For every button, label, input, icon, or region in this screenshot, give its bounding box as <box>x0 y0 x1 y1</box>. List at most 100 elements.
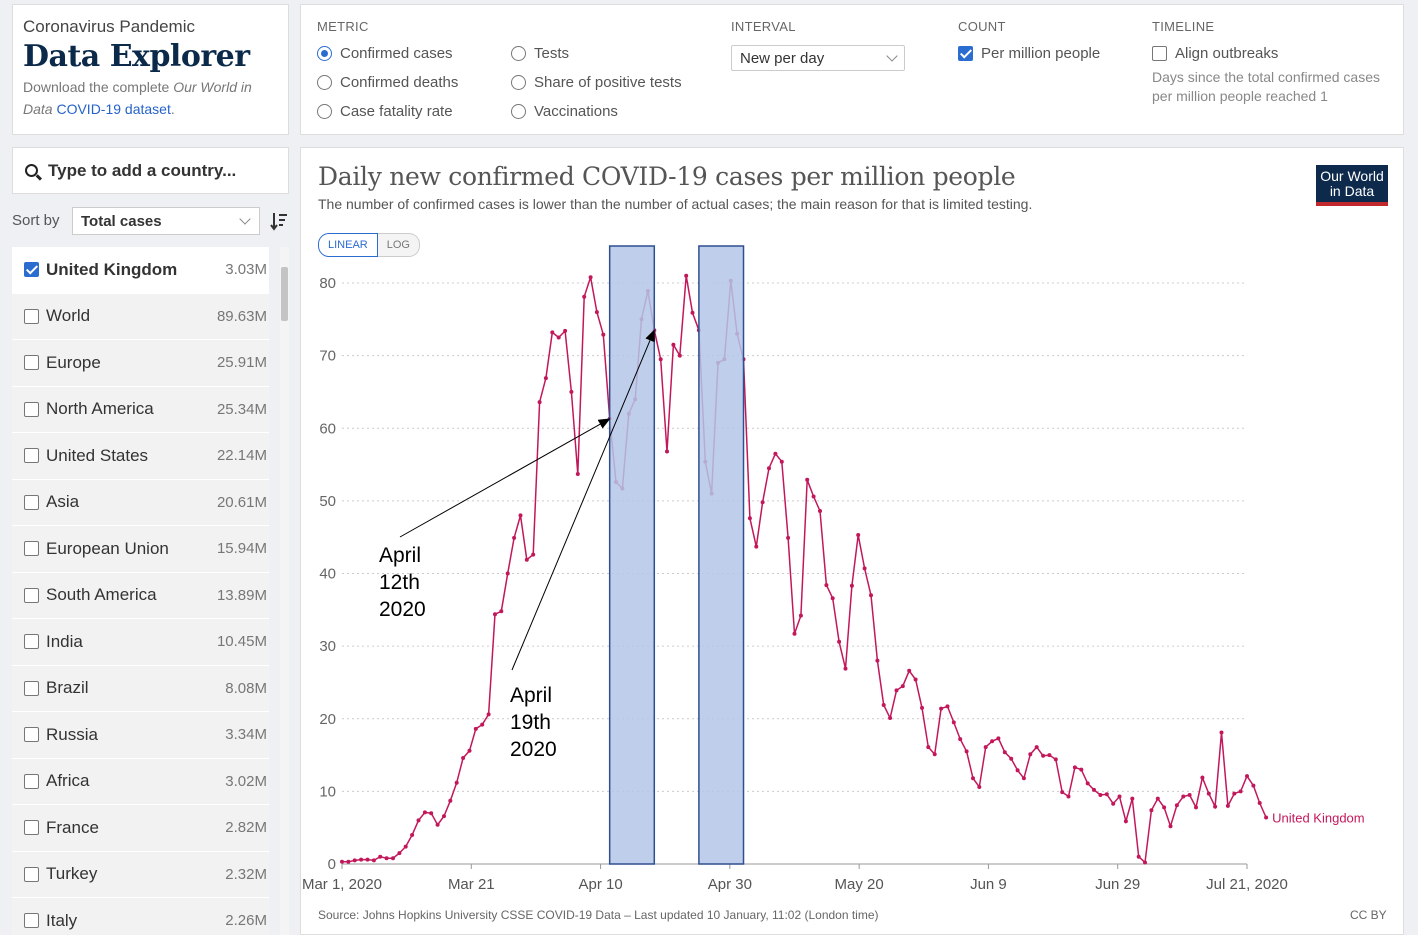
country-total: 89.63M <box>216 307 267 325</box>
country-row[interactable]: Africa 3.02M <box>12 758 269 805</box>
data-point <box>1238 789 1243 794</box>
title-card: Coronavirus Pandemic Data Explorer Downl… <box>12 4 289 135</box>
checkbox-icon[interactable] <box>24 355 39 371</box>
country-row[interactable]: World 89.63M <box>12 293 269 340</box>
data-point <box>1041 753 1046 758</box>
data-point <box>1245 774 1249 779</box>
metric-tests[interactable]: Tests <box>511 45 569 62</box>
checkbox-icon[interactable] <box>24 913 39 929</box>
desc-post: . <box>170 101 175 117</box>
data-point <box>945 704 950 709</box>
data-point <box>1225 803 1230 808</box>
country-total: 15.94M <box>216 540 267 558</box>
data-point <box>996 736 1001 741</box>
checkbox-icon[interactable] <box>24 448 39 464</box>
data-point <box>837 639 842 644</box>
country-row[interactable]: United Kingdom 3.03M <box>12 247 269 294</box>
metric-confirmed-deaths[interactable]: Confirmed deaths <box>317 74 458 91</box>
country-row[interactable]: France 2.82M <box>12 805 269 852</box>
chart-license[interactable]: CC BY <box>1350 908 1387 922</box>
x-tick-label: Jun 29 <box>1095 876 1140 893</box>
data-point <box>1200 775 1205 780</box>
country-row[interactable]: South America 13.89M <box>12 572 269 619</box>
data-point <box>665 449 669 454</box>
metric-confirmed-cases[interactable]: Confirmed cases <box>317 45 453 62</box>
sort-order-icon[interactable] <box>270 211 288 231</box>
country-total: 3.34M <box>225 726 267 744</box>
checkbox-icon[interactable] <box>24 262 39 278</box>
chart-source: Source: Johns Hopkins University CSSE CO… <box>318 908 879 922</box>
country-name: Europe <box>46 352 101 372</box>
country-row[interactable]: Turkey 2.32M <box>12 851 269 898</box>
interval-select[interactable]: New per day <box>731 45 905 71</box>
country-total: 13.89M <box>216 586 267 604</box>
data-point <box>869 593 873 598</box>
metric-share-positive-tests[interactable]: Share of positive tests <box>511 74 682 91</box>
country-row[interactable]: Brazil 8.08M <box>12 665 269 712</box>
timeline-note: Days since the total confirmed cases per… <box>1152 69 1380 104</box>
checkbox-icon[interactable] <box>24 494 39 510</box>
owid-logo[interactable]: Our World in Data <box>1316 165 1388 206</box>
checkbox-icon[interactable] <box>24 727 39 743</box>
x-tick-label: May 20 <box>835 876 884 893</box>
checkbox-icon[interactable] <box>24 680 39 696</box>
x-tick-label: Apr 30 <box>708 876 752 893</box>
data-point <box>601 332 606 337</box>
search-input[interactable] <box>48 160 268 181</box>
country-row[interactable]: Russia 3.34M <box>12 712 269 759</box>
per-million-checkbox[interactable]: Per million people <box>958 45 1100 62</box>
country-row[interactable]: Italy 2.26M <box>12 898 269 935</box>
align-outbreaks-checkbox[interactable]: Align outbreaks <box>1152 45 1278 62</box>
linear-scale-button[interactable]: LINEAR <box>318 233 378 257</box>
data-point <box>467 748 472 753</box>
country-row[interactable]: India 10.45M <box>12 619 269 666</box>
log-scale-button[interactable]: LOG <box>377 233 420 257</box>
checkbox-icon[interactable] <box>24 541 39 557</box>
data-point <box>1194 805 1198 810</box>
scrollbar[interactable] <box>280 247 289 935</box>
data-point <box>1162 805 1167 810</box>
country-row[interactable]: United States 22.14M <box>12 433 269 480</box>
data-point <box>932 752 937 757</box>
checkbox-icon[interactable] <box>24 634 39 650</box>
checkbox-icon[interactable] <box>24 773 39 789</box>
country-row[interactable]: North America 25.34M <box>12 386 269 433</box>
checkbox-icon[interactable] <box>24 401 39 417</box>
data-point <box>920 705 924 710</box>
data-point <box>1117 794 1122 799</box>
data-point <box>499 609 504 614</box>
checkbox-icon[interactable] <box>24 820 39 836</box>
data-point <box>824 583 829 588</box>
data-point <box>818 509 822 513</box>
data-point <box>397 851 402 856</box>
x-tick-label: Apr 10 <box>578 876 622 893</box>
data-point <box>346 859 351 864</box>
sort-select[interactable]: Total cases <box>72 207 260 235</box>
data-point <box>556 335 561 340</box>
data-point <box>575 472 580 476</box>
country-row[interactable]: European Union 15.94M <box>12 526 269 573</box>
data-point <box>971 776 975 781</box>
country-row[interactable]: Asia 20.61M <box>12 479 269 526</box>
checkbox-icon[interactable] <box>24 587 39 603</box>
scrollbar-thumb[interactable] <box>281 267 288 321</box>
data-point <box>1047 753 1052 758</box>
dataset-link[interactable]: COVID-19 dataset <box>56 101 171 117</box>
checkbox-icon[interactable] <box>24 308 39 324</box>
data-point <box>1149 808 1154 813</box>
data-point <box>1206 791 1211 796</box>
data-point <box>767 466 771 471</box>
country-name: Italy <box>46 910 78 930</box>
metric-case-fatality-rate[interactable]: Case fatality rate <box>317 103 453 120</box>
count-heading: COUNT <box>958 19 1006 34</box>
data-point <box>779 459 784 464</box>
data-point <box>378 854 383 859</box>
annotation-label: April 19th 2020 <box>510 684 557 761</box>
country-row[interactable]: Europe 25.91M <box>12 340 269 387</box>
highlight-box <box>608 245 656 865</box>
checkbox-icon[interactable] <box>24 866 39 882</box>
metric-vaccinations[interactable]: Vaccinations <box>511 103 618 120</box>
data-point <box>1181 794 1186 799</box>
country-search[interactable] <box>12 147 289 194</box>
data-point <box>792 631 797 636</box>
